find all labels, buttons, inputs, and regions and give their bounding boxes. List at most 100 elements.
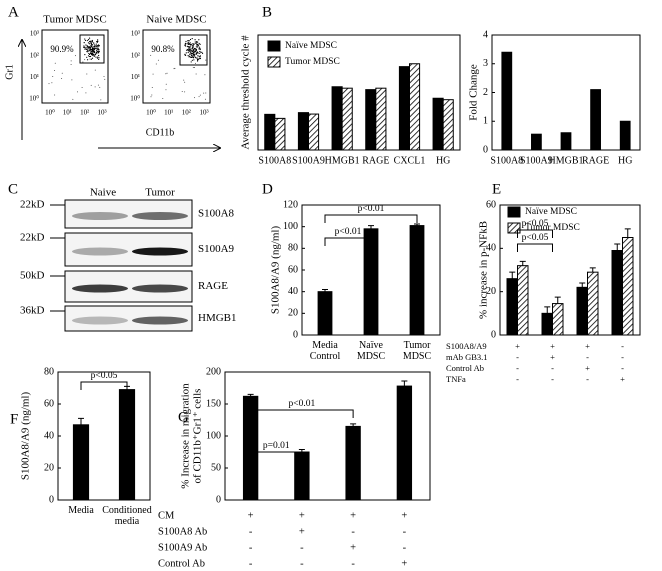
event-dot — [150, 96, 152, 98]
event-dot — [90, 50, 92, 52]
event-dot — [83, 42, 85, 44]
event-dot — [150, 54, 152, 56]
event-dot — [87, 39, 90, 41]
event-dot — [90, 58, 92, 60]
event-dot — [184, 54, 187, 56]
annotation: p<0.05 — [522, 233, 549, 243]
x-tick-label: HG — [618, 155, 632, 166]
condition-value: + — [550, 341, 555, 351]
annotation: p<0.05 — [91, 371, 118, 381]
event-dot — [151, 94, 153, 96]
event-dot — [74, 55, 76, 57]
event-dot — [162, 98, 164, 100]
y-tick-label: 0 — [293, 329, 298, 340]
event-dot — [174, 67, 176, 69]
y-tick-label: 60 — [44, 398, 54, 409]
event-dot — [92, 49, 94, 52]
event-dot — [190, 52, 192, 54]
event-dot — [96, 46, 98, 48]
y-tick-label: 1 — [483, 116, 488, 127]
event-dot — [199, 52, 201, 54]
event-dot — [52, 76, 54, 78]
bar — [442, 99, 454, 151]
condition-value: + — [299, 526, 305, 537]
y-tick-label: 3 — [483, 58, 488, 69]
event-dot — [196, 60, 199, 62]
event-dot — [192, 57, 195, 59]
event-dot — [204, 74, 206, 76]
event-dot — [94, 53, 96, 55]
event-dot — [97, 45, 99, 48]
event-dot — [77, 91, 79, 93]
event-dot — [93, 44, 96, 46]
event-dot — [194, 39, 196, 41]
legend-label: Tumor MDSC — [285, 57, 340, 67]
y-tick-label: 100 — [283, 221, 298, 232]
bar — [341, 87, 353, 151]
condition-value: + — [350, 510, 356, 521]
event-dot — [196, 57, 198, 59]
event-dot — [191, 55, 193, 57]
plot-frame — [41, 29, 109, 104]
event-dot — [192, 51, 195, 53]
bar — [501, 51, 513, 151]
bar — [560, 132, 572, 151]
event-dot — [194, 57, 197, 59]
event-dot — [81, 86, 83, 88]
event-dot — [96, 41, 98, 43]
event-dot — [97, 50, 99, 52]
gate-percent: 90.8% — [151, 44, 175, 54]
condition-value: - — [403, 542, 407, 553]
event-dot — [98, 58, 100, 61]
event-dot — [87, 50, 90, 52]
protein-label: RAGE — [198, 280, 228, 292]
x-tick-label: RAGE — [582, 155, 609, 166]
event-dot — [71, 79, 73, 81]
condition-value: + — [401, 558, 407, 569]
event-dot — [188, 50, 190, 52]
event-dot — [193, 59, 195, 61]
condition-value: - — [586, 352, 589, 362]
bar — [396, 385, 413, 501]
event-dot — [93, 54, 95, 56]
event-dot — [54, 69, 56, 71]
x-tick-label: 10³ — [97, 109, 106, 117]
event-dot — [187, 51, 189, 54]
event-dot — [192, 43, 194, 45]
y-axis-label: % Increase in migration — [180, 383, 192, 489]
annotation: p<0.01 — [358, 204, 385, 214]
event-dot — [195, 46, 197, 48]
blot-band — [132, 316, 188, 325]
bar — [375, 87, 387, 151]
condition-value: - — [621, 341, 624, 351]
bar — [576, 286, 588, 336]
panel-letter: G — [178, 409, 189, 425]
bar — [72, 424, 90, 501]
y-tick-label: 0 — [49, 494, 54, 505]
event-dot — [94, 55, 96, 57]
y-tick-label: 0 — [216, 494, 221, 505]
event-dot — [95, 56, 97, 58]
event-dot — [89, 48, 91, 50]
event-dot — [88, 40, 91, 43]
x-tick-label: Tumor MDSC — [403, 340, 432, 362]
event-dot — [96, 44, 98, 47]
event-dot — [192, 55, 194, 57]
condition-value: + — [350, 542, 356, 553]
x-tick-label: 10² — [80, 109, 89, 117]
event-dot — [72, 98, 74, 100]
event-dot — [98, 45, 100, 47]
y-axis-label: Average threshold cycle # — [240, 35, 252, 150]
event-dot — [86, 45, 88, 47]
event-dot — [70, 60, 72, 62]
event-dot — [88, 55, 91, 58]
event-dot — [165, 73, 167, 75]
condition-value: - — [621, 363, 624, 373]
x-tick-label: 10¹ — [164, 109, 173, 117]
condition-value: - — [249, 542, 253, 553]
event-dot — [95, 43, 97, 45]
event-dot — [185, 52, 187, 54]
error-bar — [78, 417, 84, 425]
event-dot — [194, 62, 196, 64]
marker-label: 50kD — [20, 270, 45, 282]
